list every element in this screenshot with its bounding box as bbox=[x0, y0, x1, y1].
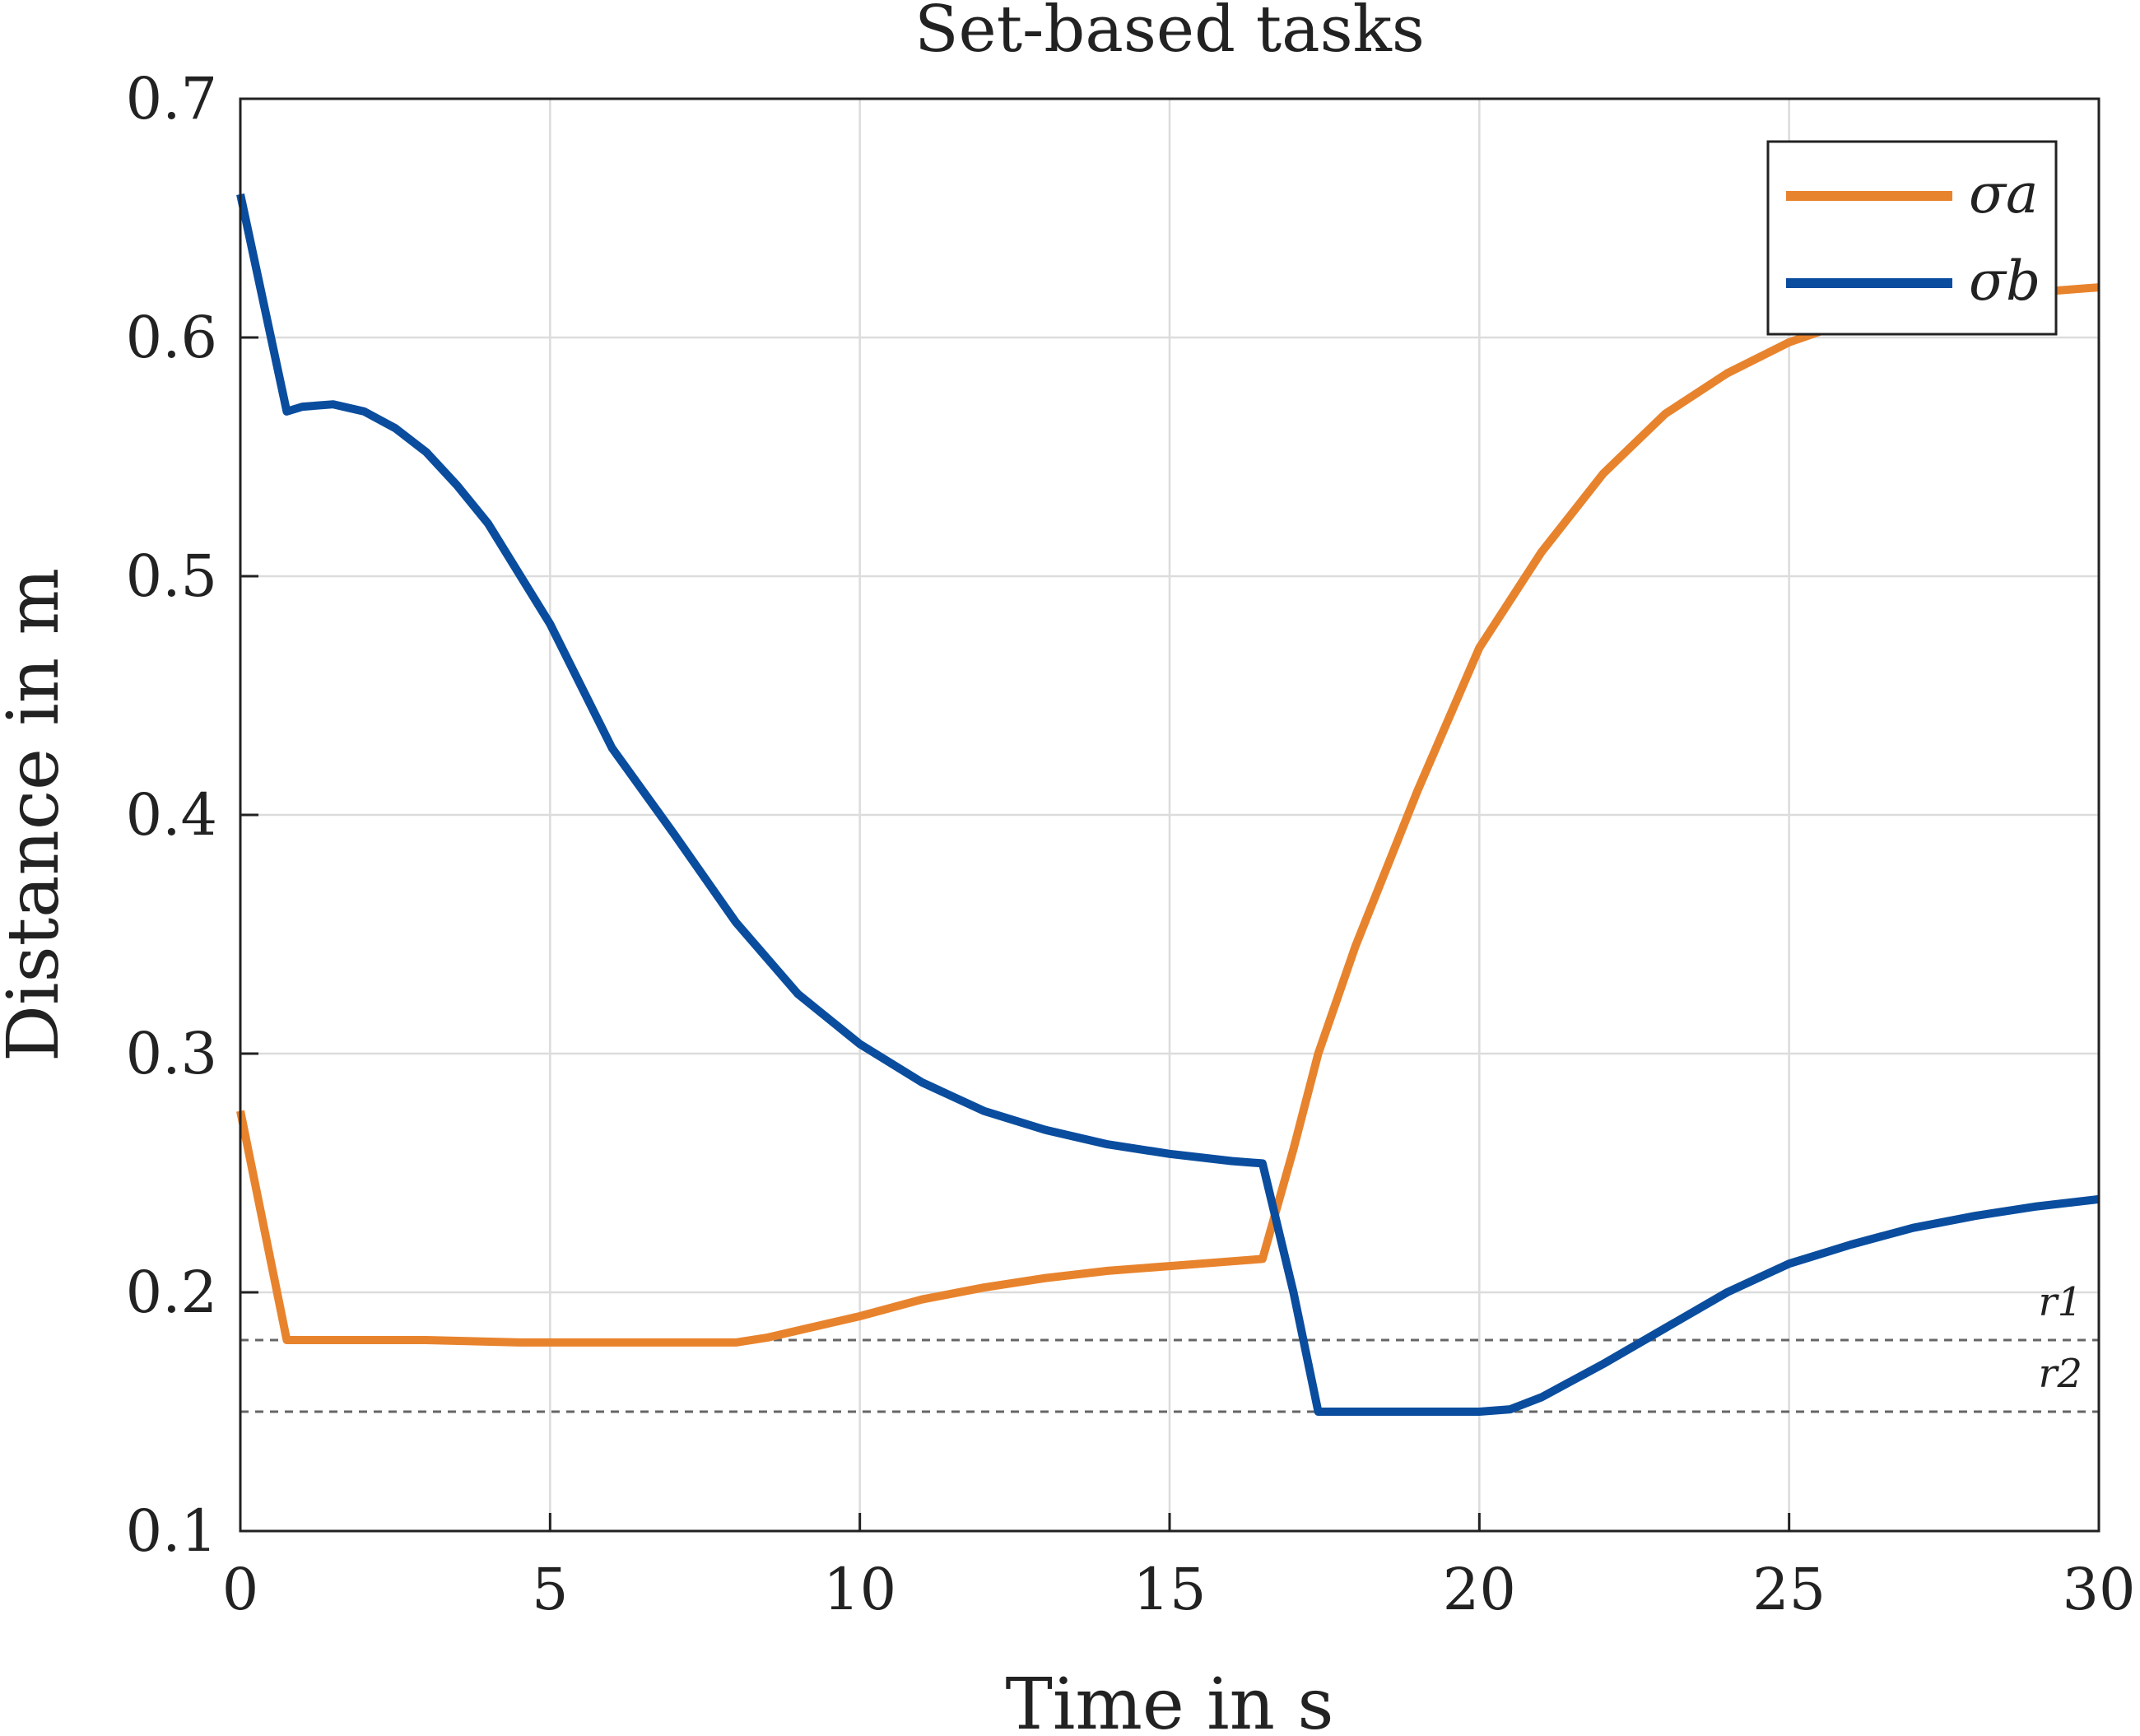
x-tick-label: 25 bbox=[1752, 1556, 1826, 1623]
y-tick-label: 0.7 bbox=[126, 65, 217, 133]
series-line-sigma-a bbox=[236, 283, 2100, 1347]
reference-label-r1: r1 bbox=[2039, 1279, 2082, 1325]
legend-label-sigma-a: σa bbox=[1969, 162, 2038, 226]
legend-label-sigma-b: σb bbox=[1969, 249, 2040, 313]
x-tick-label: 10 bbox=[823, 1556, 896, 1623]
y-axis-label: Distance in m bbox=[0, 568, 75, 1062]
y-tick-label: 0.6 bbox=[126, 304, 217, 371]
series-line-sigma-b bbox=[236, 193, 2100, 1416]
x-tick-label: 20 bbox=[1443, 1556, 1516, 1623]
axis-ticks: 0 5 10 15 20 25 30 0.1 0.2 0.3 0.4 0.5 0.6 0.7 bbox=[126, 65, 2136, 1623]
y-tick-label: 0.5 bbox=[126, 542, 217, 610]
x-axis-label: Time in s bbox=[1005, 1664, 1333, 1736]
y-tick-label: 0.3 bbox=[126, 1020, 217, 1087]
x-tick-label: 15 bbox=[1133, 1556, 1206, 1623]
y-tick-label: 0.1 bbox=[126, 1497, 217, 1565]
chart-title: Set-based tasks bbox=[914, 0, 1425, 67]
x-tick-label: 5 bbox=[532, 1556, 569, 1623]
legend: σa σb bbox=[1766, 140, 2058, 336]
reference-label-r2: r2 bbox=[2039, 1351, 2082, 1397]
x-tick-label: 0 bbox=[222, 1556, 259, 1623]
x-tick-label: 30 bbox=[2062, 1556, 2135, 1623]
reference-lines: r1 r2 bbox=[240, 1279, 2099, 1413]
legend-box bbox=[1766, 140, 2058, 336]
y-tick-label: 0.4 bbox=[126, 781, 217, 849]
series-lines bbox=[236, 193, 2100, 1416]
y-tick-label: 0.2 bbox=[126, 1259, 217, 1326]
